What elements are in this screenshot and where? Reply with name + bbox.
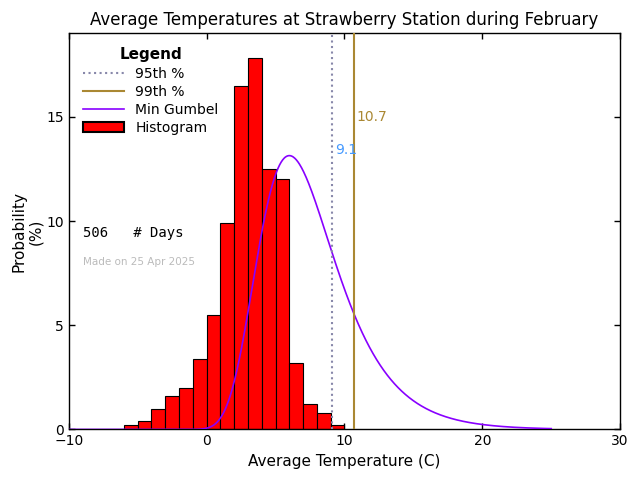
- Bar: [248, 59, 262, 430]
- Bar: [152, 408, 165, 430]
- Bar: [179, 388, 193, 430]
- Y-axis label: Probability
(%): Probability (%): [11, 191, 44, 272]
- Bar: [124, 425, 138, 430]
- Text: 10.7: 10.7: [357, 110, 388, 124]
- Text: 506   # Days: 506 # Days: [83, 227, 183, 240]
- Bar: [276, 180, 289, 430]
- Bar: [220, 223, 234, 430]
- Bar: [303, 405, 317, 430]
- Bar: [262, 169, 276, 430]
- Bar: [207, 315, 220, 430]
- Bar: [193, 359, 207, 430]
- Text: 9.1: 9.1: [335, 144, 357, 157]
- Legend: 95th %, 99th %, Min Gumbel, Histogram: 95th %, 99th %, Min Gumbel, Histogram: [76, 40, 226, 142]
- Bar: [317, 413, 331, 430]
- Bar: [165, 396, 179, 430]
- Bar: [331, 425, 344, 430]
- Bar: [289, 363, 303, 430]
- Title: Average Temperatures at Strawberry Station during February: Average Temperatures at Strawberry Stati…: [90, 11, 598, 29]
- Text: Made on 25 Apr 2025: Made on 25 Apr 2025: [83, 257, 195, 267]
- Bar: [138, 421, 152, 430]
- X-axis label: Average Temperature (C): Average Temperature (C): [248, 454, 441, 469]
- Bar: [234, 85, 248, 430]
